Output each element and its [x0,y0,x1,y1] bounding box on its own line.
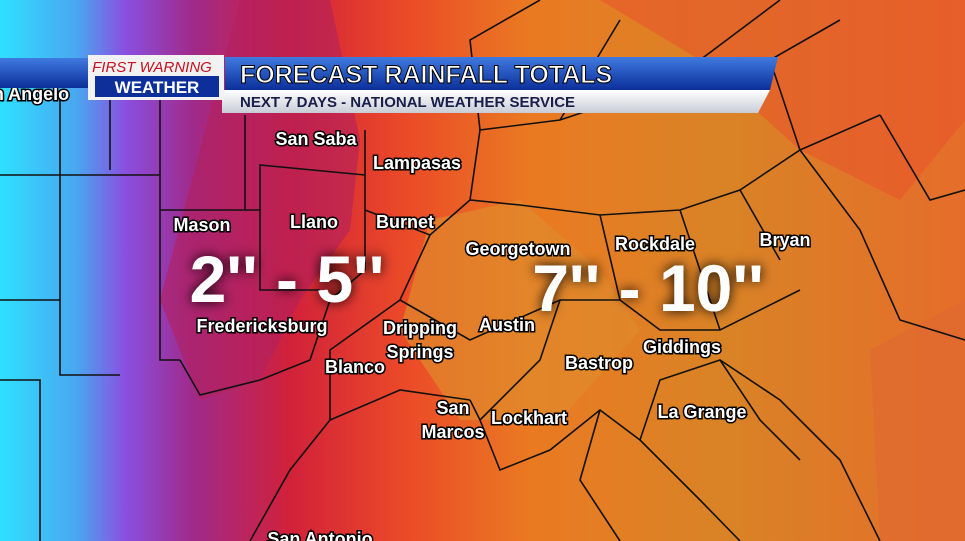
city-name: Rockdale [615,234,695,254]
city-name: Lampasas [373,153,461,173]
city-name: Fredericksburg [196,316,327,336]
city-name: San Saba [275,129,357,149]
city-label: Lockhart [489,407,568,430]
rain-zone [400,200,640,420]
city-label: La Grange [656,401,748,424]
rain-zone [870,300,965,541]
city-label: San Marcos [420,397,486,444]
city-name: San Antonio [267,529,372,541]
city-name: Mason [173,215,230,235]
city-label: Dripping Springs [382,317,459,364]
rainfall-amount: 2'' - 5'' [190,242,385,316]
city-name: San [436,398,469,418]
city-name: Marcos [421,422,484,442]
title: FORECAST RAINFALL TOTALS [240,61,612,89]
city-label: Austin [478,314,537,337]
city-name: Bastrop [565,353,633,373]
city-label: Rockdale [613,233,696,256]
logo-band [95,76,219,97]
city-name: Springs [386,342,453,362]
city-label: Georgetown [464,238,572,261]
city-name: Dripping [383,318,457,338]
city-label: Llano [289,211,340,234]
rainfall-amount: 7'' - 10'' [532,251,764,325]
city-name: Austin [479,315,535,335]
city-label: Mason [172,214,232,237]
city-label: Blanco [323,356,386,379]
city-name: La Grange [657,402,746,422]
city-name: Lockhart [491,408,567,428]
city-name: Burnet [376,212,434,232]
city-name: Giddings [643,337,721,357]
city-name: Blanco [325,357,385,377]
city-name: Llano [290,212,338,232]
logo-line2: WEATHER [115,78,200,97]
header: FIRST WARNING WEATHER FORECAST RAINFALL … [0,55,778,113]
banner-strip [0,58,100,88]
city-name: San Angelo [0,84,69,104]
city-label: San Angelo [0,83,71,106]
city-name: Georgetown [465,239,570,259]
city-label: San Antonio [266,528,374,541]
city-label: Bastrop [563,352,634,375]
subtitle: NEXT 7 DAYS - NATIONAL WEATHER SERVICE [240,94,575,111]
city-label: San Saba [274,128,359,151]
city-label: Fredericksburg [195,315,329,338]
city-label: Giddings [642,336,723,359]
city-label: Lampasas [371,152,462,175]
city-name: Bryan [759,230,810,250]
city-label: Bryan [758,229,812,252]
title-bar [225,57,778,90]
logo-line1: FIRST WARNING [92,59,212,76]
city-label: Burnet [375,211,436,234]
subtitle-bar [222,90,770,113]
